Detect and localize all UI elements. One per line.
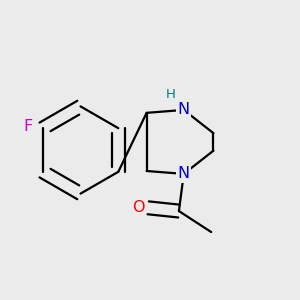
Text: H: H [165, 88, 175, 101]
Text: N: N [178, 102, 190, 117]
Text: F: F [24, 119, 33, 134]
Text: N: N [178, 167, 190, 182]
Text: O: O [132, 200, 145, 215]
